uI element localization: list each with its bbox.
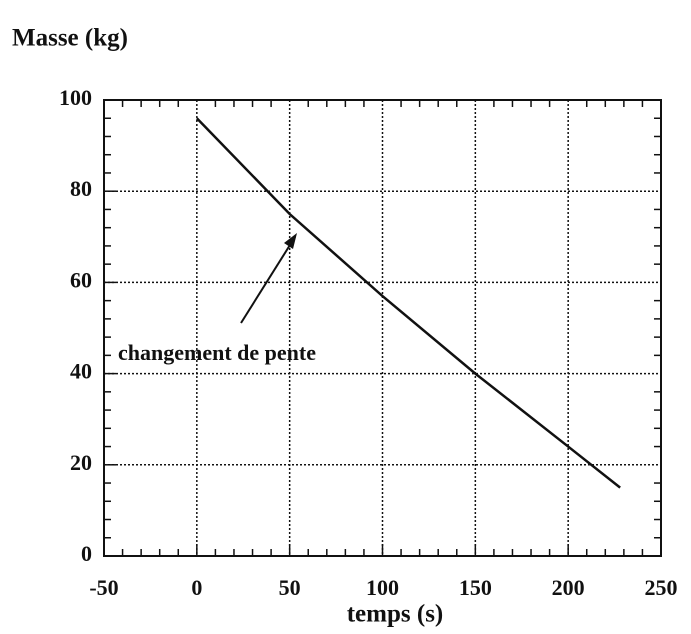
- y-tick-label: 60: [70, 267, 92, 292]
- x-tick-label: 200: [552, 575, 585, 600]
- y-tick-label: 40: [70, 359, 92, 384]
- chart-title: Masse (kg): [12, 25, 128, 52]
- data-line: [195, 117, 621, 489]
- x-axis-label: temps (s): [347, 601, 444, 628]
- y-tick-label: 0: [81, 541, 92, 566]
- x-tick-label: 0: [191, 575, 202, 600]
- plot-frame: [103, 99, 662, 557]
- y-tick-label: 20: [70, 450, 92, 475]
- x-tick-label: 100: [366, 575, 399, 600]
- y-tick-label: 100: [59, 85, 92, 110]
- y-tick-label: 80: [70, 176, 92, 201]
- x-tick-label: -50: [89, 575, 118, 600]
- annotation: changement de pente: [118, 340, 316, 365]
- x-tick-label: 50: [279, 575, 301, 600]
- x-tick-label: 250: [645, 575, 678, 600]
- annotation-arrow: [240, 233, 297, 324]
- x-tick-label: 150: [459, 575, 492, 600]
